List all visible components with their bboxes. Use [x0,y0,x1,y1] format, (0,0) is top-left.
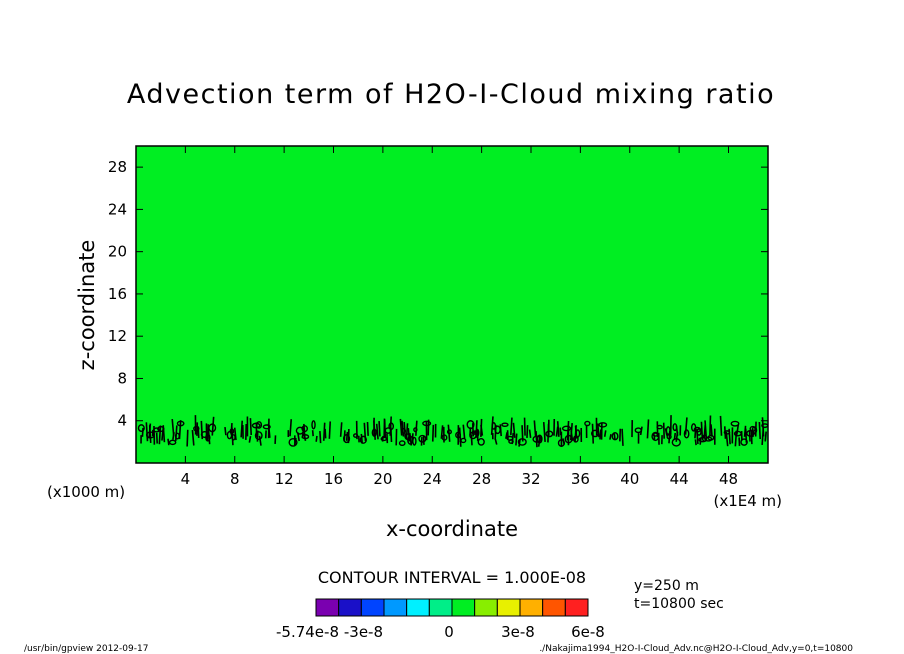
plot-area [136,146,768,463]
x-scale-note: (x1E4 m) [713,492,782,510]
contour-segment [647,419,648,438]
contour-segment [471,434,472,445]
contour-segment [316,436,317,442]
contour-segment [146,422,147,441]
contour-segment [433,425,434,442]
contour-segment [157,433,158,444]
contour-segment [385,420,386,438]
colorbar-swatch [429,599,452,616]
y-tick-label: 12 [108,327,127,345]
y-tick-label: 24 [108,200,127,218]
colorbar-swatch [520,599,543,616]
contour-segment [249,436,250,442]
colorbar-swatch [361,599,384,616]
contour-interval-text: CONTOUR INTERVAL = 1.000E-08 [318,568,586,587]
y-tick-label: 20 [108,243,127,261]
contour-segment [341,422,342,437]
colorbar-swatch [384,599,407,616]
y-scale-note: (x1000 m) [47,483,125,501]
colorbar-label: 3e-8 [501,623,535,641]
contour-segment [329,421,330,438]
contour-segment [142,428,143,437]
colorbar-swatch [497,599,520,616]
info-y: y=250 m [634,578,699,594]
colorbar-swatch [452,599,475,616]
contour-segment [364,423,365,441]
colorbar-swatch [407,599,430,616]
footer-right: ./Nakajima1994_H2O-I-Cloud_Adv.nc@H2O-I-… [539,644,853,654]
contour-segment [695,439,696,445]
colorbar-label: -3e-8 [344,623,383,641]
colorbar-swatch [316,599,339,616]
contour-segment [720,416,721,436]
colorbar-labels: -5.74e-8 -3e-8 0 3e-8 6e-8 [276,623,605,641]
y-axis-label: z-coordinate [75,240,99,371]
contour-segment [622,429,623,446]
contour-segment [593,424,594,444]
x-tick-label: 4 [181,470,191,488]
contour-segment [759,422,760,439]
contour-segment [379,421,380,436]
contour-segment [516,434,517,446]
colorbar-swatch [565,599,588,616]
contour-segment [605,430,606,436]
contour-segment [347,432,348,441]
contour-segment [313,430,314,436]
colorbar-swatch [339,599,362,616]
chart-title: Advection term of H2O-I-Cloud mixing rat… [127,79,775,110]
contour-segment [320,431,321,443]
contour-segment [511,418,512,435]
contour-segment [610,434,611,439]
y-tick-label: 28 [108,158,127,176]
contour-segment [500,424,501,436]
contour-segment [458,434,459,442]
contour-segment [765,432,766,442]
contour-segment [600,429,601,439]
x-tick-label: 8 [230,470,240,488]
x-tick-label: 16 [324,470,343,488]
contour-segment [187,430,188,447]
x-tick-label: 20 [373,470,392,488]
x-tick-label: 28 [472,470,491,488]
contour-segment [250,418,251,435]
x-axis-label: x-coordinate [386,517,518,541]
contour-segment [241,421,242,438]
colorbar-label: 6e-8 [571,623,605,641]
x-tick-label: 40 [620,470,639,488]
colorbar-swatch [475,599,498,616]
contour-segment [525,418,526,436]
contour-segment [168,439,169,445]
contour-segment [225,427,226,435]
colorbar-label: -5.74e-8 [276,623,339,641]
y-tick-label: 8 [117,369,127,387]
contour-segment [150,425,151,443]
contour-segment [527,425,528,438]
contour-segment [729,429,730,444]
contour-segment [368,422,369,436]
y-tick-label: 16 [108,285,127,303]
contour-segment [669,431,670,443]
colorbar-label: 0 [444,623,454,641]
x-tick-label: 48 [719,470,738,488]
footer-left: /usr/bin/gpview 2012-09-17 [24,644,148,654]
x-tick-label: 32 [521,470,540,488]
y-tick-label: 4 [117,412,127,430]
x-tick-label: 12 [275,470,294,488]
colorbar-swatch [543,599,566,616]
contour-segment [325,429,326,439]
info-t: t=10800 sec [634,596,724,612]
contour-segment [614,434,615,440]
contour-segment [159,425,160,444]
contour-segment [701,422,702,438]
x-tick-label: 24 [423,470,442,488]
contour-segment [530,430,531,438]
colorbar [316,599,588,616]
x-tick-label: 36 [571,470,590,488]
x-tick-label: 44 [670,470,689,488]
contour-segment [198,426,199,438]
contour-segment [746,429,747,443]
